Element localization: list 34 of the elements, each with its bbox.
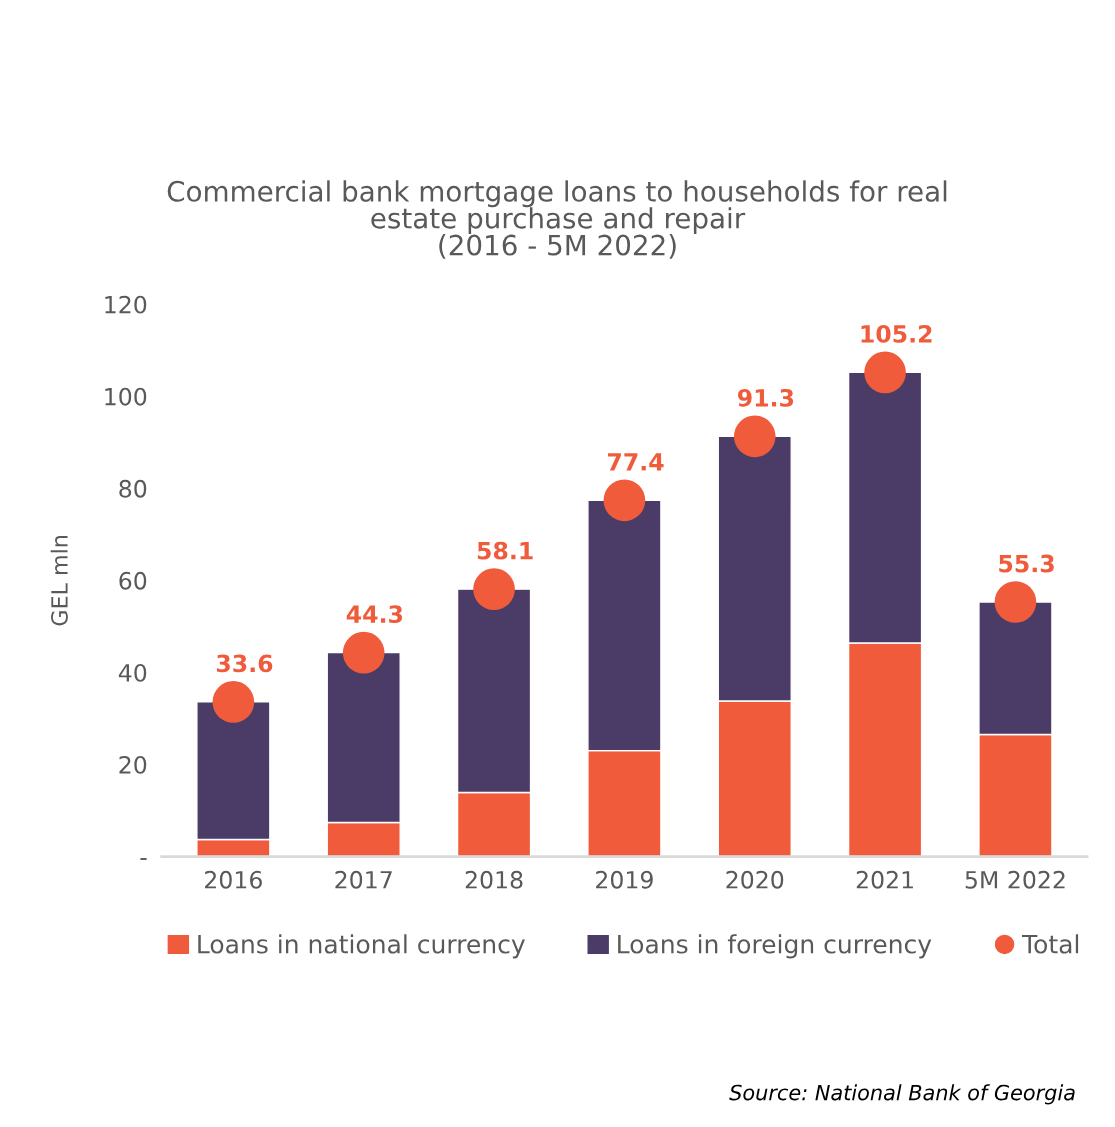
legend-label: Loans in national currency [198, 934, 525, 959]
data-label: 33.6 [216, 654, 273, 673]
y-axis-title: GEL mln [50, 535, 68, 626]
x-tick-label: 2019 [596, 870, 653, 889]
point [864, 351, 906, 394]
point [603, 479, 646, 522]
x-tick-label: 2016 [205, 870, 262, 889]
point [994, 581, 1037, 623]
y-tick-label: 60 [119, 571, 147, 590]
data-label: 55.3 [999, 554, 1054, 573]
data-label: 105.2 [861, 324, 932, 343]
y-tick-label: 100 [105, 387, 147, 406]
chart-title: Commercial bank mortgage loans to households for real estate purchase and repair (2016 - 5M 2022) [167, 180, 947, 259]
legend-label: Total [1021, 934, 1079, 954]
point [733, 415, 776, 458]
y-tick-label: 40 [118, 663, 147, 682]
point [342, 631, 385, 674]
y-tick-label: 20 [119, 755, 147, 774]
data-label: 77.4 [607, 453, 664, 471]
y-tick-label: 120 [105, 295, 147, 314]
x-tick-label: 2020 [726, 870, 784, 889]
point [212, 681, 255, 723]
x-tick-label: 2018 [465, 870, 523, 889]
x-tick-label: 5M 2022 [965, 870, 1065, 889]
point [473, 568, 515, 610]
data-label: 58.1 [477, 541, 533, 560]
y-tick-label: - [140, 858, 147, 860]
data-label: 44.3 [346, 605, 403, 624]
y-tick-label: 80 [119, 479, 147, 498]
source-note: Source: National Bank of Georgia [729, 1084, 1075, 1105]
legend-label: Loans in foreign currency [618, 934, 932, 959]
x-tick-label: 2021 [856, 870, 913, 889]
data-label: 91.3 [737, 388, 794, 407]
x-tick-label: 2017 [335, 870, 392, 889]
